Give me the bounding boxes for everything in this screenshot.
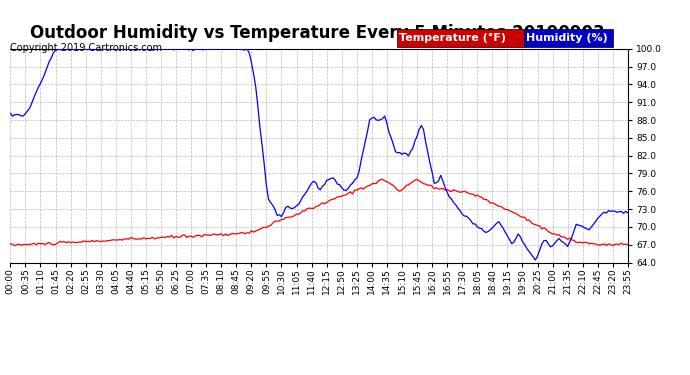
Text: Copyright 2019 Cartronics.com: Copyright 2019 Cartronics.com [10, 43, 162, 53]
Text: Temperature (°F): Temperature (°F) [399, 33, 506, 43]
Text: Outdoor Humidity vs Temperature Every 5 Minutes 20190903: Outdoor Humidity vs Temperature Every 5 … [30, 24, 604, 42]
Text: Humidity (%): Humidity (%) [526, 33, 608, 43]
